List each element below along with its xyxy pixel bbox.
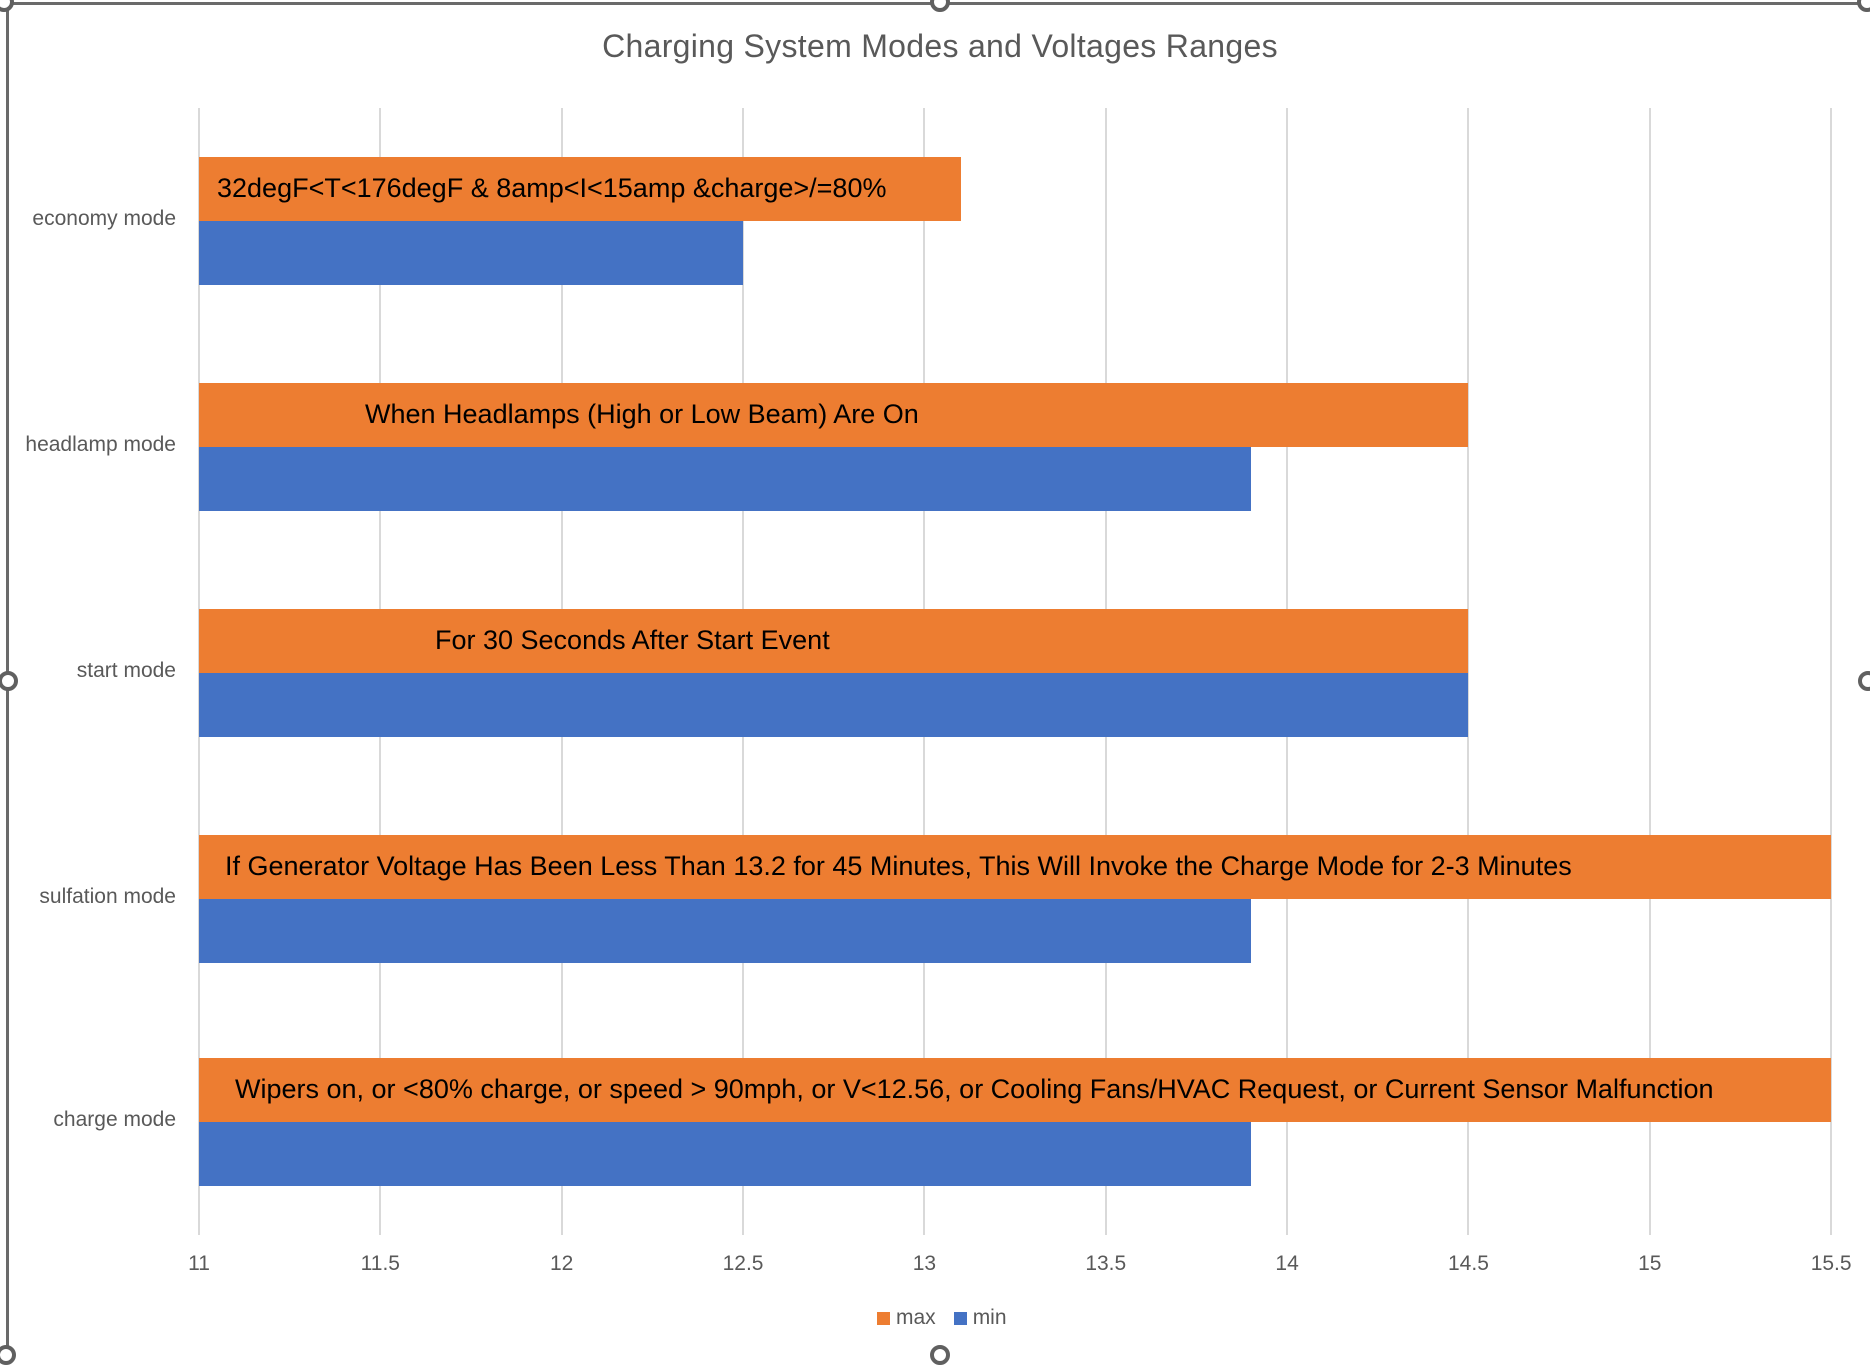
bar-max[interactable] — [199, 383, 1469, 447]
gridline — [1830, 108, 1833, 1235]
x-axis-tick-label: 15 — [1638, 1252, 1662, 1275]
x-axis-tick-label: 12 — [550, 1252, 574, 1275]
resize-handle-middle-left[interactable] — [0, 671, 18, 691]
chart-title: Charging System Modes and Voltages Range… — [602, 28, 1278, 64]
x-axis-tick-label: 11.5 — [360, 1252, 400, 1275]
bar-annotation: Wipers on, or <80% charge, or speed > 90… — [235, 1074, 1714, 1104]
x-axis-tick-label: 12.5 — [722, 1252, 764, 1275]
bar-min[interactable] — [199, 447, 1251, 511]
bar-annotation: When Headlamps (High or Low Beam) Are On — [365, 399, 919, 429]
legend: max min — [877, 1306, 1025, 1330]
resize-handle-top-left[interactable] — [0, 0, 14, 12]
bar-min[interactable] — [199, 1122, 1251, 1186]
legend-label-max: max — [896, 1306, 936, 1329]
gridline — [1467, 108, 1470, 1235]
bar-max[interactable] — [199, 157, 961, 221]
bar-min[interactable] — [199, 673, 1469, 737]
x-axis-tick-label: 11 — [188, 1252, 210, 1275]
bar-max[interactable] — [199, 1058, 1832, 1122]
legend-swatch-min — [953, 1311, 967, 1325]
legend-swatch-max — [877, 1311, 890, 1325]
bar-max[interactable] — [199, 609, 1469, 673]
resize-handle-top-right[interactable] — [1857, 0, 1870, 12]
bar-annotation: 32degF<T<176degF & 8amp<I<15amp &charge>… — [217, 173, 887, 203]
y-axis-category-label: start mode — [76, 659, 176, 682]
resize-handle-top-center[interactable] — [930, 0, 950, 12]
bar-min[interactable] — [199, 899, 1251, 963]
x-axis-tick-label: 14 — [1275, 1252, 1299, 1275]
legend-label-min: min — [972, 1306, 1007, 1329]
legend-item-max[interactable]: max — [877, 1306, 936, 1330]
legend-item-min[interactable]: min — [953, 1306, 1007, 1330]
resize-handle-middle-right[interactable] — [1858, 671, 1870, 691]
gridline — [1648, 108, 1651, 1235]
x-axis-tick-label: 13.5 — [1085, 1252, 1127, 1275]
bar-min[interactable] — [199, 221, 744, 285]
y-axis-category-label: sulfation mode — [39, 885, 176, 908]
x-axis-tick-label: 15.5 — [1810, 1252, 1852, 1275]
bar-annotation: For 30 Seconds After Start Event — [435, 625, 830, 655]
y-axis-category-label: headlamp mode — [25, 433, 176, 456]
x-axis-tick-label: 13 — [912, 1252, 937, 1275]
x-axis-tick-label: 14.5 — [1448, 1252, 1489, 1275]
bar-max[interactable] — [199, 835, 1832, 899]
y-axis-category-label: economy mode — [32, 207, 176, 230]
y-axis-category-label: charge mode — [53, 1108, 176, 1131]
bar-annotation: If Generator Voltage Has Been Less Than … — [225, 851, 1572, 881]
